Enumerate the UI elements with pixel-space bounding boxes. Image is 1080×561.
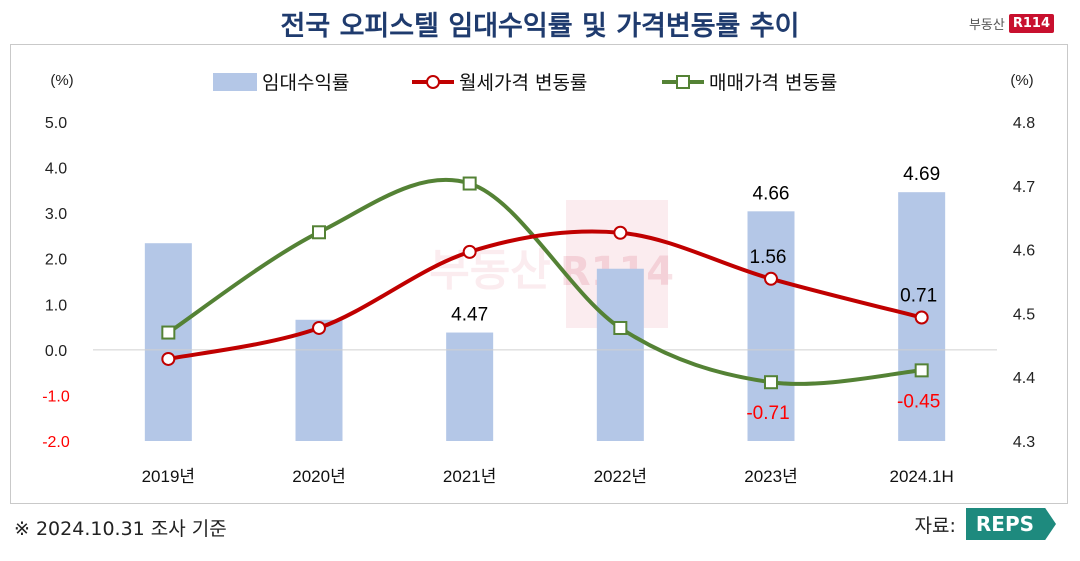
sale-change-marker (613, 320, 628, 335)
sale-change-marker (914, 363, 929, 378)
category-label: 2021년 (443, 467, 496, 486)
source-label: 자료: (914, 514, 956, 537)
left-tick-label: -2.0 (42, 434, 70, 451)
left-tick-label: 5.0 (45, 115, 67, 132)
left-tick-label: -1.0 (42, 388, 70, 405)
sale-change-marker (462, 176, 477, 191)
source: 자료: REPS (914, 508, 1056, 540)
rent-change-marker (462, 244, 477, 259)
right-tick-label: 4.8 (1013, 115, 1035, 132)
brand-badge: R114 (1008, 14, 1054, 33)
bar (747, 211, 795, 441)
category-label: 2023년 (744, 467, 797, 486)
bar (446, 332, 494, 441)
rent-change-marker (613, 225, 628, 240)
rent-change-marker (914, 310, 929, 325)
legend-sale-label: 매매가격 변동률 (709, 72, 837, 94)
right-tick-label: 4.6 (1013, 243, 1035, 260)
bar (295, 319, 343, 441)
category-label: 2022년 (594, 467, 647, 486)
right-tick-label: 4.7 (1013, 179, 1035, 196)
bar-data-label: 4.47 (451, 305, 488, 326)
left-axis-unit: (%) (50, 72, 73, 89)
category-label: 2020년 (292, 467, 345, 486)
left-tick-label: 2.0 (45, 252, 67, 269)
legend-rent-label: 월세가격 변동률 (459, 72, 587, 94)
left-tick-label: 3.0 (45, 206, 67, 223)
brand-logo: 부동산 R114 (969, 14, 1054, 33)
footnote: ※ 2024.10.31 조사 기준 (14, 518, 227, 540)
sale-change-data-label: -0.45 (897, 391, 940, 412)
rent-change-data-label: 1.56 (750, 247, 787, 268)
watermark-text: 부동산 (429, 245, 550, 296)
legend-bar-swatch (213, 73, 257, 91)
rent-change-marker (312, 320, 326, 335)
chart-frame (10, 44, 1068, 504)
rent-change-marker (764, 271, 778, 286)
right-axis-unit: (%) (1010, 72, 1033, 89)
bar-data-label: 4.69 (903, 164, 940, 185)
right-tick-label: 4.4 (1013, 370, 1035, 387)
bar (596, 268, 644, 441)
reps-logo: REPS (965, 508, 1056, 540)
left-tick-label: 4.0 (45, 161, 67, 178)
left-tick-label: 1.0 (45, 297, 67, 314)
rent-change-marker (161, 351, 176, 366)
sale-change-marker (312, 225, 326, 240)
chart-title: 전국 오피스텔 임대수익률 및 가격변동률 추이 (280, 11, 800, 42)
brand-text: 부동산 (968, 18, 1005, 33)
right-tick-label: 4.3 (1013, 434, 1035, 451)
bar-data-label: 4.66 (753, 183, 790, 204)
right-tick-label: 4.5 (1013, 306, 1035, 323)
category-label: 2024.1H (890, 467, 954, 486)
legend-rent-marker (426, 75, 440, 89)
sale-change-marker (161, 325, 176, 340)
left-tick-label: 0.0 (45, 343, 67, 360)
rent-change-line (167, 229, 923, 361)
rent-change-data-label: 0.71 (900, 286, 937, 307)
sale-change-data-label: -0.71 (746, 403, 789, 424)
sale-change-marker (764, 375, 778, 390)
bar (144, 243, 192, 441)
legend-sale-marker (676, 75, 690, 89)
category-label: 2019년 (142, 467, 195, 486)
legend-bar-label: 임대수익률 (262, 72, 349, 94)
